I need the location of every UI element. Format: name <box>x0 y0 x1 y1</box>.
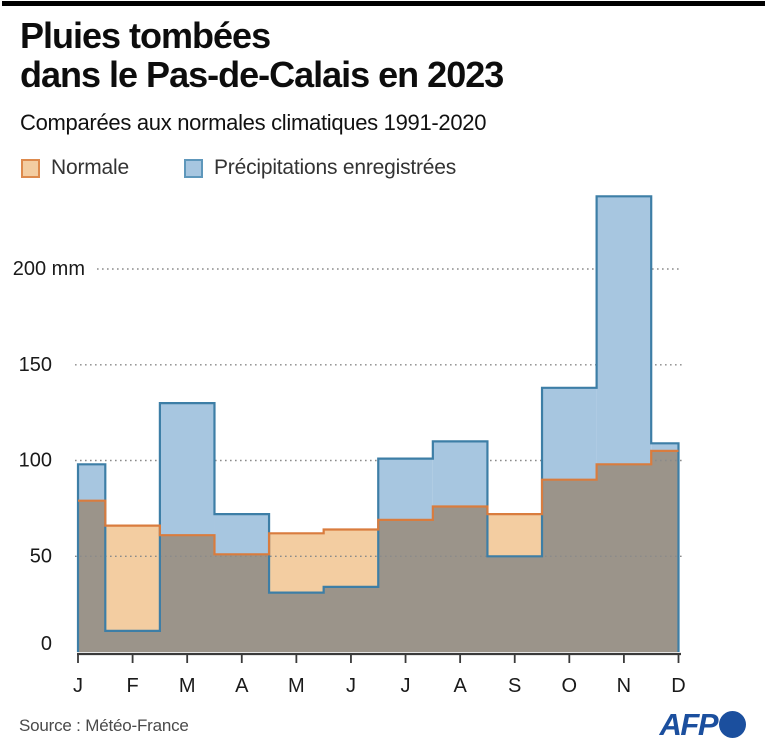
page-subtitle: Comparées aux normales climatiques 1991-… <box>20 110 487 135</box>
month-label-4: A <box>235 675 249 697</box>
page-title: Pluies tombées dans le Pas-de-Calais en … <box>20 15 504 95</box>
page-title-line1: Pluies tombées <box>20 15 271 56</box>
month-label-6: J <box>346 675 356 697</box>
recorded-area-segment <box>378 458 433 520</box>
legend-item-recorded: Précipitations enregistrées <box>184 156 456 180</box>
afp-logo: AFP <box>659 707 746 742</box>
page-title-line2: dans le Pas-de-Calais en 2023 <box>20 54 504 95</box>
recorded-area-segment <box>596 196 652 465</box>
legend-label-recorded: Précipitations enregistrées <box>214 156 457 179</box>
chart-legend: Normale Précipitations enregistrées <box>0 156 768 180</box>
y-tick-label-0: 0 <box>41 633 52 655</box>
recorded-area-segment <box>542 387 597 480</box>
recorded-area-segment <box>432 441 488 507</box>
legend-label-normale: Normale <box>51 156 129 179</box>
month-label-12: D <box>671 675 685 697</box>
afp-logo-dot-icon <box>719 711 746 738</box>
recorded-area-segment <box>651 443 679 451</box>
source-note: Source : Météo-France <box>19 716 189 735</box>
recorded-area-segment <box>159 403 215 536</box>
month-label-5: M <box>288 675 305 697</box>
month-label-1: J <box>73 675 83 697</box>
recorded-swatch-icon <box>184 158 203 178</box>
recorded-area-segment <box>78 464 106 501</box>
afp-logo-text: AFP <box>659 707 719 742</box>
month-label-10: O <box>562 675 578 697</box>
month-label-3: M <box>179 675 196 697</box>
month-label-8: A <box>453 675 467 697</box>
y-tick-label-100: 100 <box>19 450 52 472</box>
month-label-9: S <box>508 675 521 697</box>
month-label-2: F <box>126 675 138 697</box>
normale-swatch-icon <box>21 158 40 178</box>
y-tick-label-200: 200 mm <box>13 258 85 280</box>
recorded-area-segment <box>214 514 270 555</box>
month-label-11: N <box>617 675 631 697</box>
month-label-7: J <box>401 675 411 697</box>
normale-line <box>78 449 679 556</box>
legend-item-normale: Normale <box>21 156 129 180</box>
top-rule <box>2 1 765 6</box>
y-tick-label-150: 150 <box>19 354 52 376</box>
y-tick-label-50: 50 <box>30 545 52 567</box>
